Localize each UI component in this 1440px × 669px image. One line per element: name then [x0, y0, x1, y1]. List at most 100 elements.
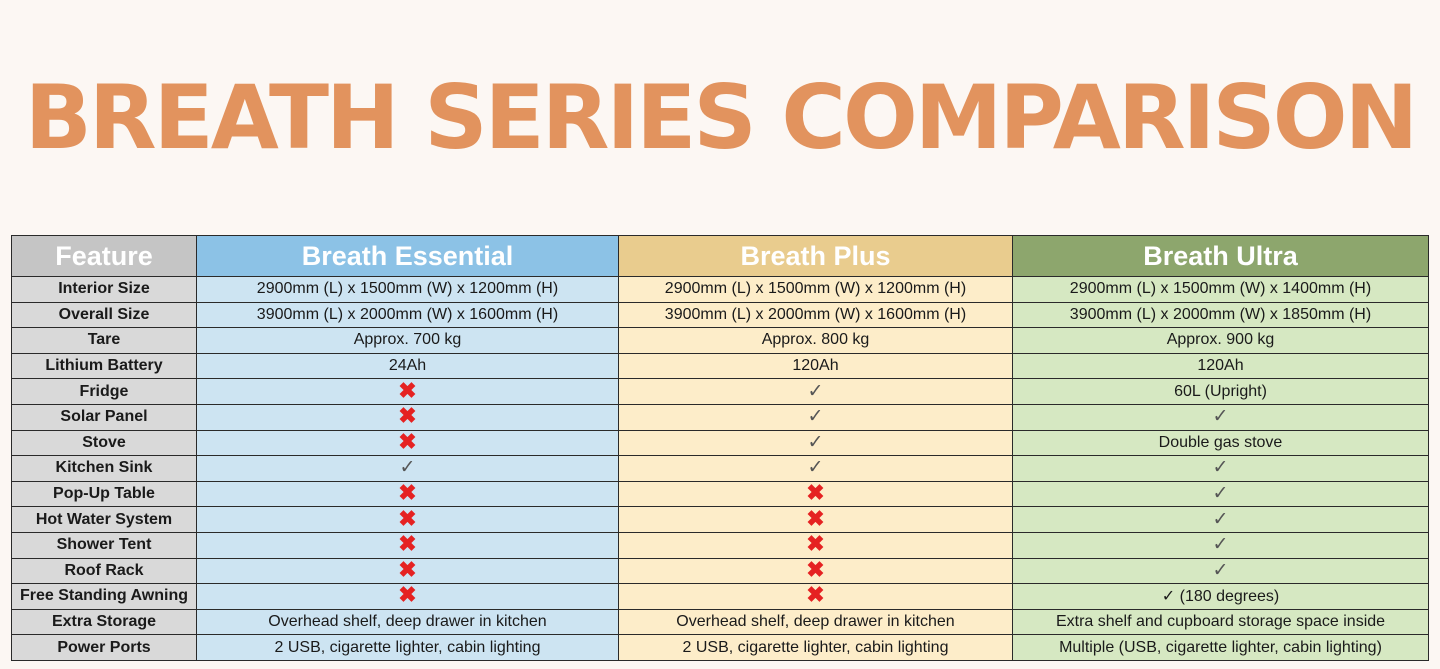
- check-icon: ✓: [807, 406, 824, 428]
- check-icon: ✓: [1212, 534, 1229, 556]
- cell-text: Approx. 900 kg: [1166, 331, 1275, 349]
- breath-ultra-cell: Double gas stove: [1012, 429, 1429, 457]
- cell-text: 2900mm (L) x 1500mm (W) x 1400mm (H): [1069, 280, 1372, 298]
- cell-text: Lithium Battery: [45, 357, 163, 375]
- breath-essential-cell: 3900mm (L) x 2000mm (W) x 1600mm (H): [196, 301, 619, 329]
- feature-cell: Tare: [11, 327, 197, 354]
- feature-cell: Pop-Up Table: [11, 480, 197, 508]
- table-row: Overall Size 3900mm (L) x 2000mm (W) x 16…: [11, 301, 1429, 329]
- table-row: Solar Panel ✖ ✓ ✓: [11, 403, 1429, 431]
- check-icon: ✓: [1212, 406, 1229, 428]
- breath-plus-cell: ✓: [618, 455, 1013, 482]
- breath-essential-cell: ✖: [196, 583, 619, 610]
- cell-text: Pop-Up Table: [53, 485, 155, 503]
- table-body: Interior Size 2900mm (L) x 1500mm (W) x 1…: [11, 276, 1429, 661]
- check-icon: ✓: [807, 431, 824, 453]
- check-icon: ✓: [1212, 457, 1229, 479]
- cross-icon: ✖: [398, 404, 417, 429]
- breath-plus-cell: ✖: [618, 480, 1013, 508]
- feature-cell: Solar Panel: [11, 403, 197, 431]
- comparison-table-wrap: Feature Breath Essential Breath Plus Bre…: [11, 235, 1429, 661]
- breath-essential-cell: ✖: [196, 480, 619, 508]
- breath-plus-cell: ✓: [618, 429, 1013, 457]
- table-row: Pop-Up Table ✖ ✖ ✓: [11, 480, 1429, 508]
- cross-icon: ✖: [806, 583, 825, 608]
- breath-ultra-cell: Approx. 900 kg: [1012, 327, 1429, 354]
- feature-cell: Overall Size: [11, 301, 197, 329]
- cell-text: Overhead shelf, deep drawer in kitchen: [268, 613, 547, 631]
- cell-text: 3900mm (L) x 2000mm (W) x 1600mm (H): [256, 305, 559, 323]
- cell-text: 3900mm (L) x 2000mm (W) x 1600mm (H): [664, 305, 967, 323]
- cell-text: 120Ah: [1197, 357, 1244, 375]
- table-row: Free Standing Awning ✖ ✖ ✓ (180 degrees): [11, 583, 1429, 610]
- cross-icon: ✖: [398, 378, 417, 403]
- cross-icon: ✖: [806, 481, 825, 506]
- cell-text: 120Ah: [792, 357, 839, 375]
- cell-text: 60L (Upright): [1174, 382, 1267, 400]
- cell-text: 24Ah: [388, 357, 427, 375]
- cross-icon: ✖: [398, 558, 417, 582]
- cell-text: Shower Tent: [56, 536, 152, 554]
- breath-essential-cell: ✖: [196, 378, 619, 405]
- cross-icon: ✖: [398, 506, 417, 531]
- table-row: Interior Size 2900mm (L) x 1500mm (W) x 1…: [11, 276, 1429, 303]
- breath-ultra-cell: ✓: [1012, 403, 1429, 431]
- feature-cell: Power Ports: [11, 634, 197, 661]
- cell-text: Kitchen Sink: [55, 459, 153, 477]
- breath-plus-cell: 120Ah: [618, 352, 1013, 380]
- breath-plus-cell: ✖: [618, 531, 1013, 559]
- cross-icon: ✖: [806, 558, 825, 582]
- cell-text: Multiple (USB, cigarette lighter, cabin …: [1059, 638, 1382, 656]
- check-icon: ✓: [1212, 483, 1229, 505]
- table-row: Stove ✖ ✓ Double gas stove: [11, 429, 1429, 457]
- header-breath-plus: Breath Plus: [618, 235, 1013, 277]
- table-row: Tare Approx. 700 kg Approx. 800 kg Approx. …: [11, 327, 1429, 354]
- breath-essential-cell: Approx. 700 kg: [196, 327, 619, 354]
- cell-text: Free Standing Awning: [19, 587, 188, 605]
- check-icon: ✓: [807, 380, 824, 402]
- breath-ultra-cell: 2900mm (L) x 1500mm (W) x 1400mm (H): [1012, 276, 1429, 303]
- table-row: Roof Rack ✖ ✖ ✓: [11, 557, 1429, 585]
- cell-text: 2 USB, cigarette lighter, cabin lighting: [274, 638, 541, 656]
- cell-text: Fridge: [79, 382, 129, 400]
- table-row: Lithium Battery 24Ah 120Ah 120Ah: [11, 352, 1429, 380]
- cross-icon: ✖: [806, 506, 825, 531]
- breath-ultra-cell: 3900mm (L) x 2000mm (W) x 1850mm (H): [1012, 301, 1429, 329]
- cell-text: Extra shelf and cupboard storage space i…: [1055, 613, 1386, 631]
- check-icon: ✓: [1212, 559, 1229, 581]
- table-row: Extra Storage Overhead shelf, deep drawer…: [11, 608, 1429, 636]
- table-header-row: Feature Breath Essential Breath Plus Bre…: [11, 235, 1429, 277]
- breath-essential-cell: 24Ah: [196, 352, 619, 380]
- cell-text: Roof Rack: [64, 561, 144, 579]
- header-breath-essential: Breath Essential: [196, 235, 619, 277]
- breath-ultra-cell: ✓: [1012, 531, 1429, 559]
- cell-text: Overhead shelf, deep drawer in kitchen: [676, 613, 955, 631]
- cell-text: Power Ports: [57, 638, 151, 656]
- check-with-note: ✓ (180 degrees): [1161, 588, 1280, 606]
- cell-text: Hot Water System: [35, 510, 173, 528]
- table-row: Kitchen Sink ✓ ✓ ✓: [11, 455, 1429, 482]
- breath-plus-cell: 3900mm (L) x 2000mm (W) x 1600mm (H): [618, 301, 1013, 329]
- feature-cell: Fridge: [11, 378, 197, 405]
- cell-text: 2900mm (L) x 1500mm (W) x 1200mm (H): [256, 280, 559, 298]
- check-icon: ✓: [807, 457, 824, 479]
- breath-ultra-cell: 60L (Upright): [1012, 378, 1429, 405]
- breath-plus-cell: 2900mm (L) x 1500mm (W) x 1200mm (H): [618, 276, 1013, 303]
- check-icon: ✓: [1212, 508, 1229, 530]
- cell-text: 3900mm (L) x 2000mm (W) x 1850mm (H): [1069, 305, 1372, 323]
- feature-cell: Stove: [11, 429, 197, 457]
- cross-icon: ✖: [398, 583, 417, 608]
- header-feature: Feature: [11, 235, 197, 277]
- breath-plus-cell: ✖: [618, 557, 1013, 585]
- table-row: Power Ports 2 USB, cigarette lighter, cab…: [11, 634, 1429, 661]
- breath-plus-cell: ✖: [618, 506, 1013, 533]
- cell-text: Interior Size: [58, 280, 150, 298]
- breath-plus-cell: ✓: [618, 378, 1013, 405]
- cross-icon: ✖: [398, 430, 417, 454]
- breath-ultra-cell: ✓ (180 degrees): [1012, 583, 1429, 610]
- breath-plus-cell: ✓: [618, 403, 1013, 431]
- breath-ultra-cell: 120Ah: [1012, 352, 1429, 380]
- page-title: BREATH SERIES COMPARISON: [24, 66, 1418, 169]
- breath-ultra-cell: ✓: [1012, 506, 1429, 533]
